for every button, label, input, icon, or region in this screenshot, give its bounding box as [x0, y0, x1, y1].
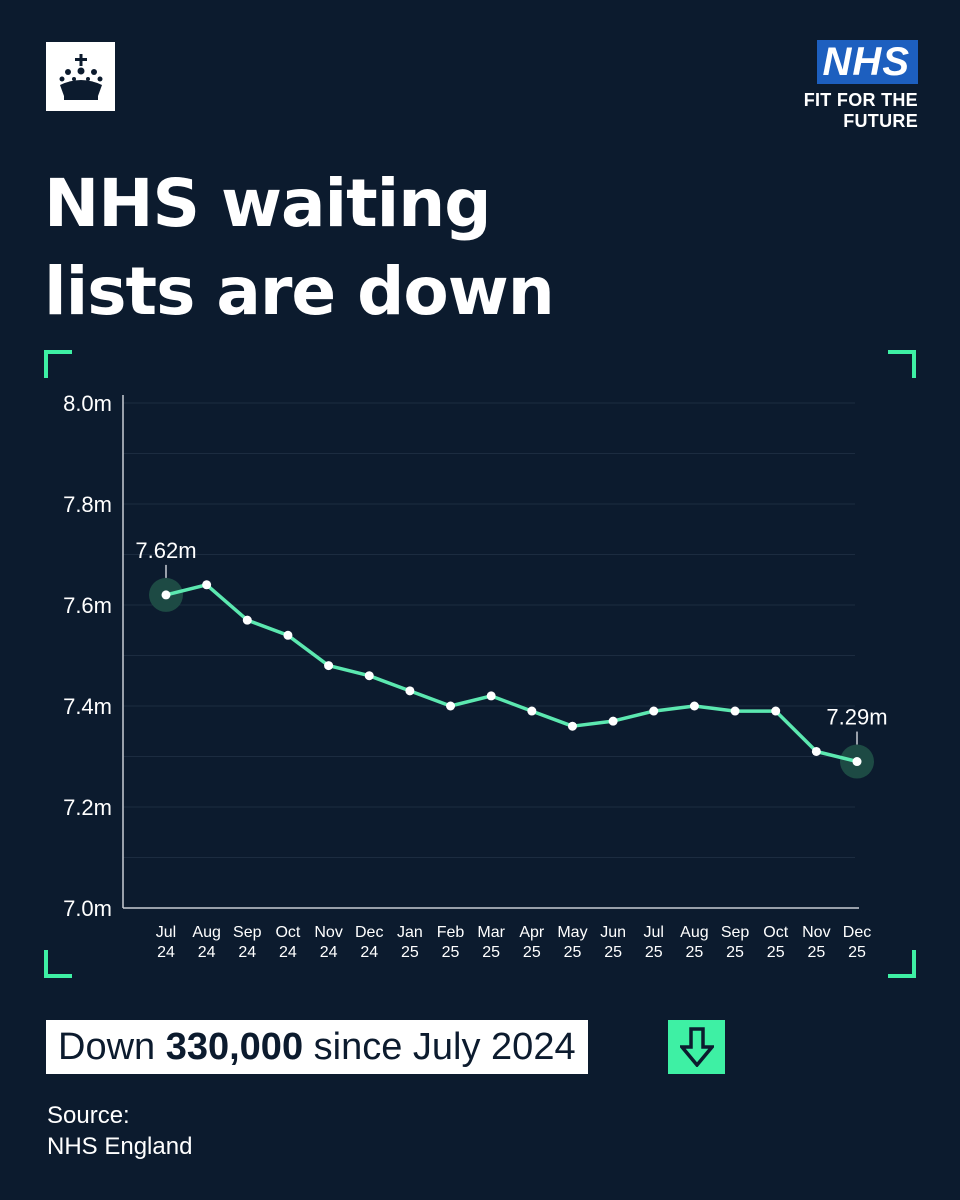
down-arrow-icon [668, 1020, 725, 1074]
x-tick-label-year: 25 [767, 944, 785, 961]
callout-amount: 330,000 [165, 1026, 304, 1068]
x-tick-label-month: Dec [355, 924, 383, 941]
x-tick-label-month: Jan [397, 924, 423, 941]
x-tick-label-year: 25 [604, 944, 622, 961]
data-point [689, 701, 699, 711]
x-tick-label-year: 25 [482, 944, 500, 961]
data-point [771, 706, 781, 716]
corner-bracket-3 [44, 950, 72, 978]
data-label: 7.62m [135, 538, 196, 563]
x-tick-label-year: 24 [157, 944, 175, 961]
data-point [567, 721, 577, 731]
callout-suffix: since July 2024 [303, 1026, 576, 1068]
x-tick-label-year: 25 [523, 944, 541, 961]
x-tick-label-year: 25 [564, 944, 582, 961]
x-tick-label-month: Oct [275, 924, 300, 941]
x-tick-label-year: 24 [279, 944, 297, 961]
source-name: NHS England [47, 1133, 193, 1160]
data-point [527, 706, 537, 716]
data-point [364, 671, 374, 681]
data-point [405, 686, 415, 696]
y-tick-label: 7.4m [63, 694, 112, 719]
x-tick-label-month: Jul [644, 924, 664, 941]
data-point [242, 615, 252, 625]
x-tick-label-year: 24 [360, 944, 378, 961]
y-tick-label: 7.8m [63, 492, 112, 517]
x-tick-label-month: Aug [192, 924, 220, 941]
x-tick-label-month: Nov [314, 924, 342, 941]
data-point [161, 590, 171, 600]
x-tick-label-year: 25 [726, 944, 744, 961]
nhs-logo: NHS [816, 40, 918, 84]
x-tick-label-year: 25 [401, 944, 419, 961]
y-tick-label: 7.0m [63, 896, 112, 921]
x-tick-label-month: Sep [721, 924, 750, 941]
y-tick-label: 7.2m [63, 795, 112, 820]
source-label: Source: [47, 1102, 130, 1129]
series-line [164, 583, 859, 764]
data-point [446, 701, 456, 711]
x-tick-label-month: Dec [843, 924, 871, 941]
x-tick-label-year: 25 [807, 944, 825, 961]
crown-crest-icon [46, 42, 115, 111]
x-tick-label-month: Feb [437, 924, 465, 941]
x-tick-label-month: May [557, 924, 587, 941]
x-tick-label-year: 25 [686, 944, 704, 961]
nhs-brand: NHS FIT FOR THE FUTURE [804, 40, 918, 132]
x-tick-label-year: 25 [442, 944, 460, 961]
page-title: NHS waiting lists are down [44, 160, 555, 336]
x-tick-label-year: 24 [198, 944, 216, 961]
x-tick-label-month: Oct [763, 924, 788, 941]
data-label: 7.29m [826, 705, 887, 730]
callout-text: Down 330,000 since July 2024 [46, 1020, 588, 1074]
data-point [202, 580, 212, 590]
x-tick-label-month: Mar [477, 924, 505, 941]
x-tick-label-month: Aug [680, 924, 708, 941]
data-point [730, 706, 740, 716]
tagline-line-2: FUTURE [843, 111, 918, 131]
source-note: Source: NHS England [47, 1100, 192, 1162]
tagline-line-1: FIT FOR THE [803, 90, 918, 110]
data-point [283, 630, 293, 640]
headline-line-2: lists are down [44, 253, 555, 330]
y-tick-label: 8.0m [63, 391, 112, 416]
data-point [324, 661, 334, 671]
headline-line-1: NHS waiting [44, 165, 492, 242]
x-tick-label-month: Sep [233, 924, 262, 941]
x-tick-label-month: Jul [156, 924, 176, 941]
corner-bracket-4 [888, 950, 916, 978]
x-tick-label-year: 24 [238, 944, 256, 961]
data-point [486, 691, 496, 701]
waiting-list-line-chart: 8.0m 7.8m 7.6m 7.4m 7.2m 7.0m Jul 24 Aug 24 Sep 24 O… [44, 350, 916, 978]
corner-bracket-2 [888, 350, 916, 378]
data-point [608, 716, 618, 726]
x-tick-label-month: Jun [600, 924, 626, 941]
data-point [649, 706, 659, 716]
y-tick-label: 7.6m [63, 593, 112, 618]
callout-prefix: Down [58, 1026, 166, 1068]
x-tick-label-month: Apr [519, 924, 545, 941]
x-tick-label-year: 24 [320, 944, 338, 961]
data-point [852, 757, 862, 767]
x-tick-label-year: 25 [645, 944, 663, 961]
x-tick-label-month: Nov [802, 924, 830, 941]
data-point [811, 746, 821, 756]
x-tick-label-year: 25 [848, 944, 866, 961]
corner-bracket-1 [44, 350, 72, 378]
